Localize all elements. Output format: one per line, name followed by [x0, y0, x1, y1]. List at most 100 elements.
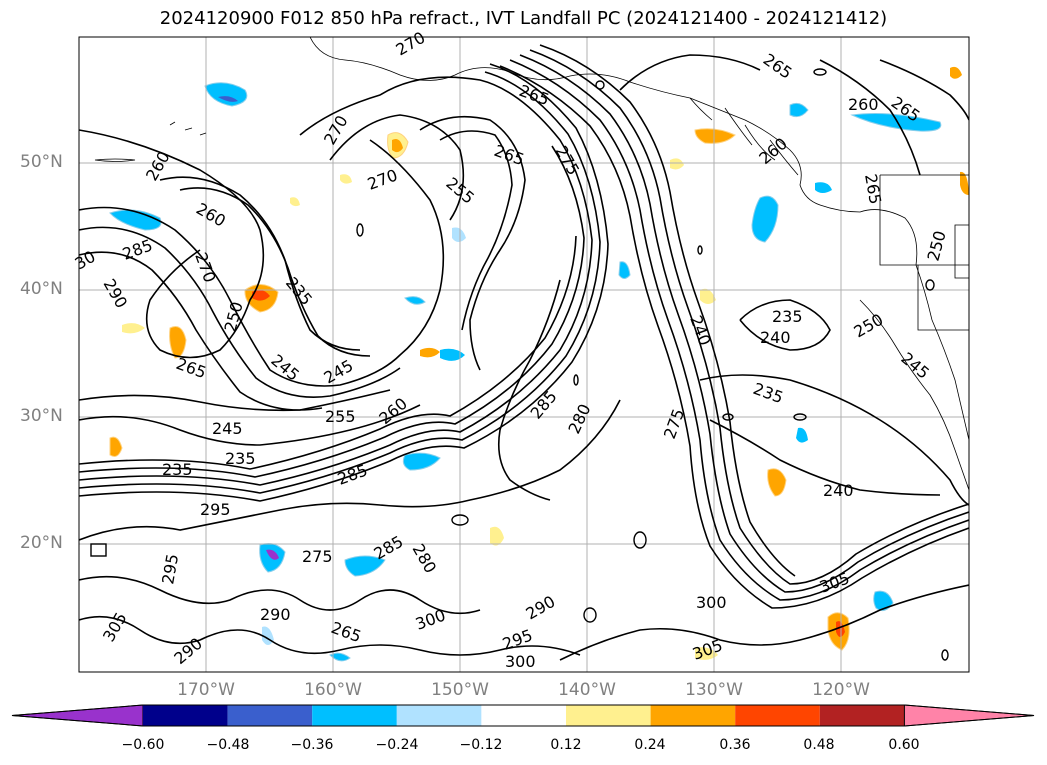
- colorbar-segment: [143, 705, 228, 726]
- negative-anomaly-patch: [796, 427, 808, 443]
- small-contours: [90, 68, 949, 661]
- colorbar-segment: [227, 705, 313, 726]
- contour-label: 290: [260, 605, 291, 624]
- contour-label: 235: [751, 379, 786, 407]
- positive-anomaly-patch: [700, 288, 716, 304]
- negative-anomaly-patch: [266, 549, 279, 560]
- lon-label: 170°W: [177, 680, 235, 700]
- colorbar-extend-max: [903, 704, 1035, 727]
- contour-label: 285: [120, 235, 155, 263]
- contour-label: 235: [225, 449, 256, 468]
- contour-label: 270: [191, 250, 219, 285]
- contour-label: 305: [690, 635, 725, 663]
- lat-label: 20°N: [20, 533, 63, 553]
- negative-anomaly-patch: [109, 209, 162, 231]
- positive-anomaly-patch: [122, 323, 145, 334]
- positive-anomaly-patch: [420, 347, 440, 358]
- lon-label: 120°W: [812, 680, 870, 700]
- contour-label: 260: [375, 394, 411, 428]
- contour-label: 280: [564, 401, 594, 437]
- contour-label: 255: [442, 174, 478, 208]
- negative-anomaly-patch: [873, 590, 894, 612]
- lon-label: 150°W: [431, 680, 489, 700]
- positive-anomaly-patch: [392, 139, 403, 153]
- colorbar-tick-label: −0.12: [459, 737, 503, 753]
- contour-label: 235: [772, 307, 803, 326]
- negative-anomaly-patch: [789, 102, 809, 118]
- contour-label: 235: [282, 273, 316, 309]
- contour-label: 270: [365, 165, 400, 193]
- contour-label: 245: [267, 351, 303, 385]
- colorbar-segment: [481, 705, 566, 726]
- contour-label: 295: [200, 500, 231, 519]
- positive-anomaly-patch: [767, 468, 787, 497]
- contour-label: 265: [492, 141, 527, 169]
- colorbar-segment: [566, 705, 651, 726]
- negative-anomaly-patch: [618, 261, 631, 279]
- colorbar-tick-label: −0.60: [121, 737, 165, 753]
- contour-label: 250: [924, 229, 950, 263]
- colorbar-tick-label: 0.48: [803, 737, 835, 753]
- contour-label: 250: [851, 310, 887, 342]
- lon-label: 160°W: [304, 680, 362, 700]
- contour-label: 265: [861, 172, 885, 205]
- colorbar-tick-label: −0.36: [290, 737, 334, 753]
- contour-label: 265: [760, 50, 796, 83]
- positive-anomaly-patch: [694, 128, 736, 144]
- contour-label: 300: [413, 605, 448, 633]
- negative-anomaly-patch: [329, 652, 351, 662]
- negative-anomaly-patch: [850, 113, 942, 132]
- graticule: [79, 37, 969, 672]
- contour-label: 305: [817, 568, 852, 596]
- contour-label: 240: [823, 481, 854, 500]
- contour-label: 270: [393, 28, 429, 60]
- contour-label: 290: [523, 592, 559, 624]
- contour-label: 235: [162, 460, 193, 479]
- positive-anomaly-patch: [340, 174, 352, 184]
- contour-label: 245: [897, 349, 933, 383]
- contour-label: 265: [517, 81, 552, 109]
- contour-label: 275: [552, 143, 584, 179]
- negative-anomaly-patch: [440, 348, 465, 361]
- negative-anomaly-patch: [204, 82, 248, 107]
- positive-anomaly-patch: [960, 171, 969, 195]
- lat-label: 50°N: [20, 152, 63, 172]
- colorbar-segment: [735, 705, 820, 726]
- contour-label: 245: [212, 419, 243, 438]
- positive-anomaly-patch: [490, 526, 504, 546]
- colorbar-outline: [11, 704, 1035, 727]
- negative-anomaly-patch: [751, 195, 779, 243]
- contour-label: 290: [100, 276, 132, 312]
- contour-label: 260: [848, 95, 879, 114]
- positive-anomaly-patch: [109, 436, 123, 457]
- anomaly-shading: [109, 66, 969, 662]
- contour-label: 300: [505, 652, 536, 671]
- colorbar-extend-min: [11, 704, 144, 727]
- contour-label: 305: [99, 609, 131, 645]
- contour-label: 280: [409, 541, 441, 577]
- colorbar-tick-label: 0.60: [888, 737, 920, 753]
- contour-lines: [79, 44, 969, 661]
- contour-label-group: 270 270 265 265 260 260 265 260 270 255 …: [72, 28, 950, 671]
- negative-anomaly-patch: [344, 555, 386, 577]
- negative-anomaly-patch: [452, 227, 466, 242]
- plot-frame: [78, 36, 970, 673]
- contour-label: 275: [302, 547, 333, 566]
- contour-label: 275: [660, 406, 688, 441]
- negative-anomaly-patch: [402, 452, 441, 471]
- contour-label: 240: [686, 313, 714, 348]
- colorbar-tick-label: 0.24: [634, 737, 666, 753]
- colorbar-tick-label: 0.36: [719, 737, 751, 753]
- contour-label: 300: [696, 593, 727, 612]
- negative-anomaly-patch: [815, 182, 832, 193]
- colorbar-segment: [396, 705, 482, 726]
- negative-anomaly-patch: [404, 296, 426, 305]
- positive-anomaly-patch: [950, 66, 962, 79]
- colorbar-tick-label: 0.12: [550, 737, 582, 753]
- colorbar-tick-label: −0.48: [206, 737, 250, 753]
- lon-label: 130°W: [685, 680, 743, 700]
- contour-label: 295: [158, 552, 182, 585]
- contour-label: 295: [500, 625, 535, 653]
- negative-anomaly-patch: [218, 96, 238, 102]
